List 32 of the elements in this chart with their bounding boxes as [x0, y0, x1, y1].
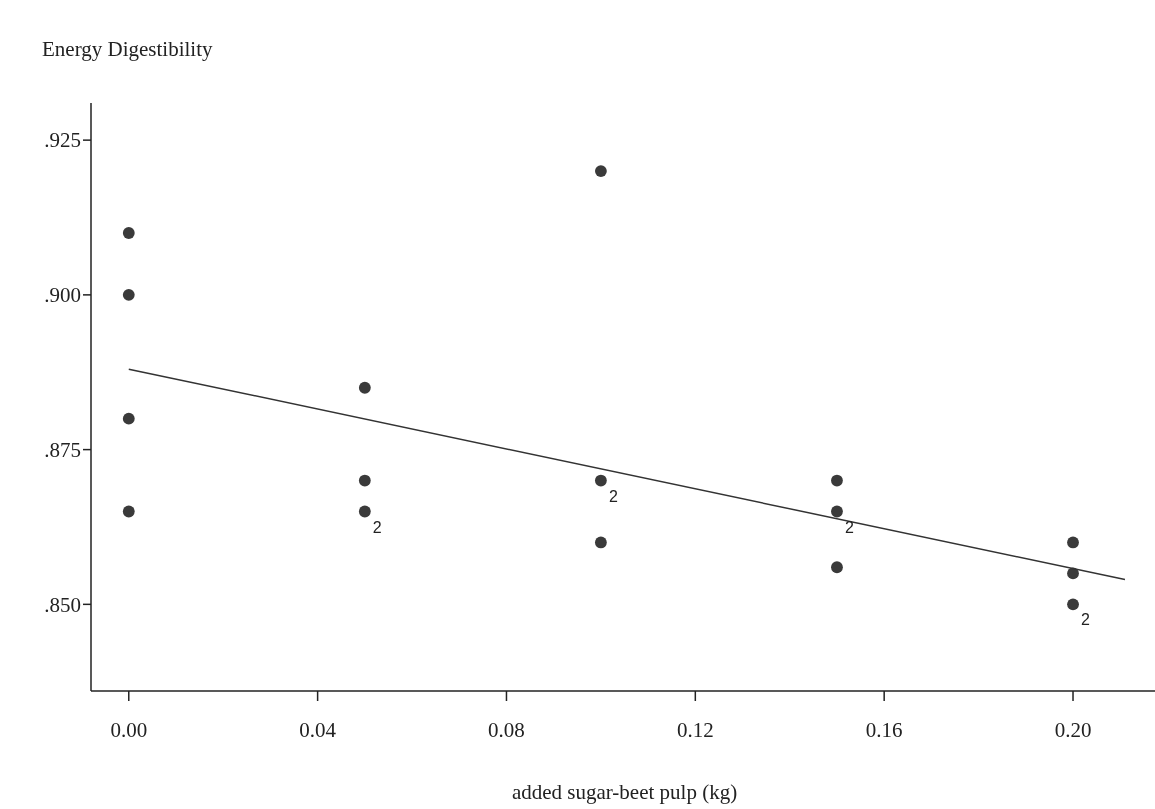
point [594, 474, 607, 487]
x-tick-label: 0.04 [299, 718, 337, 742]
y-tick-label: .900 [44, 283, 81, 308]
y-tick-label: .925 [44, 128, 81, 153]
x-tick-label: 0.12 [676, 718, 714, 742]
point [594, 165, 607, 177]
point [831, 505, 843, 518]
x-axis-title: added sugar-beet pulp (kg) [511, 780, 738, 804]
point [831, 474, 843, 487]
x-tick-label: 0.08 [488, 718, 525, 742]
point [358, 505, 371, 518]
y-tick-label: .875 [44, 437, 81, 462]
annotation: 2 [608, 487, 618, 505]
annotation: 2 [372, 518, 382, 536]
point [1067, 567, 1079, 580]
point [122, 288, 135, 301]
point [122, 227, 135, 239]
chart-title: Energy Digestibility [42, 37, 214, 61]
point [358, 381, 371, 394]
point [594, 536, 607, 549]
point [1067, 598, 1079, 611]
annotation: 2 [1081, 611, 1091, 629]
x-tick-label: 0.00 [110, 718, 148, 742]
point [358, 474, 371, 487]
y-tick-label: .850 [44, 592, 81, 617]
point [122, 505, 135, 518]
x-tick-label: 0.20 [1054, 718, 1092, 742]
point [831, 561, 843, 574]
annotation: 2 [844, 518, 854, 536]
x-tick-label: 0.16 [865, 718, 903, 742]
point [1067, 536, 1079, 549]
point [122, 412, 135, 425]
